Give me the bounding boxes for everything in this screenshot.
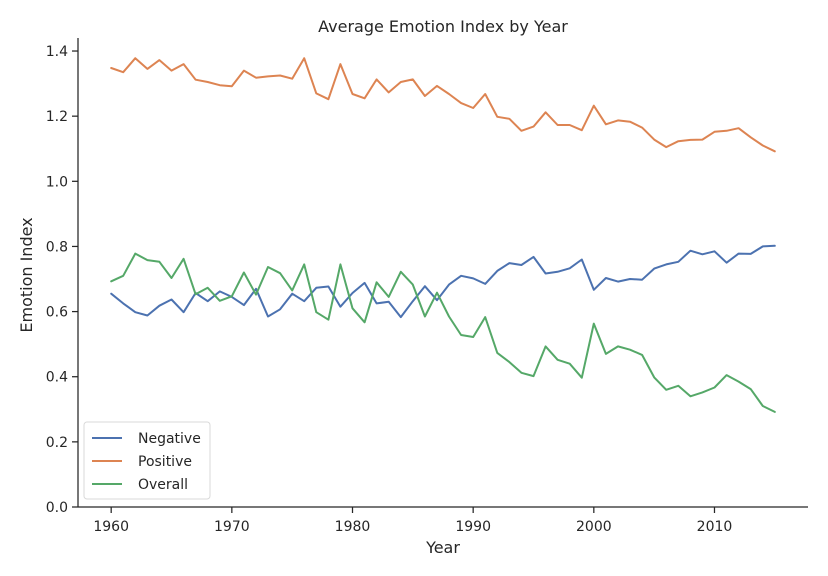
y-tick-label: 1.2 [46, 109, 68, 125]
x-tick-label: 1960 [93, 519, 129, 535]
y-tick-label: 0.8 [46, 239, 68, 255]
x-tick-label: 1980 [335, 519, 371, 535]
x-tick-label: 1990 [455, 519, 491, 535]
x-tick-label: 2010 [697, 519, 733, 535]
y-tick-label: 0.0 [46, 500, 68, 516]
series-line-negative [110, 244, 776, 319]
chart-title: Average Emotion Index by Year [318, 17, 568, 36]
x-tick-label: 2000 [576, 519, 612, 535]
legend-label-overall: Overall [138, 477, 188, 493]
series-line-overall [110, 252, 776, 413]
y-tick-label: 0.2 [46, 435, 68, 451]
legend-label-positive: Positive [138, 454, 192, 470]
y-tick-label: 0.6 [46, 305, 68, 321]
series-line-positive [110, 57, 776, 153]
y-axis-label: Emotion Index [17, 217, 36, 332]
x-axis-label: Year [425, 538, 460, 557]
y-tick-label: 1.0 [46, 174, 68, 190]
x-tick-label: 1970 [214, 519, 250, 535]
y-tick-label: 0.4 [46, 370, 68, 386]
plot-area: 1960 1970 1980 1990 2000 2010 0.0 0.2 0.4 0.6 0.8 1… [46, 38, 808, 535]
y-tick-label: 1.4 [46, 44, 68, 60]
legend-label-negative: Negative [138, 431, 201, 447]
legend-box [83, 421, 211, 500]
